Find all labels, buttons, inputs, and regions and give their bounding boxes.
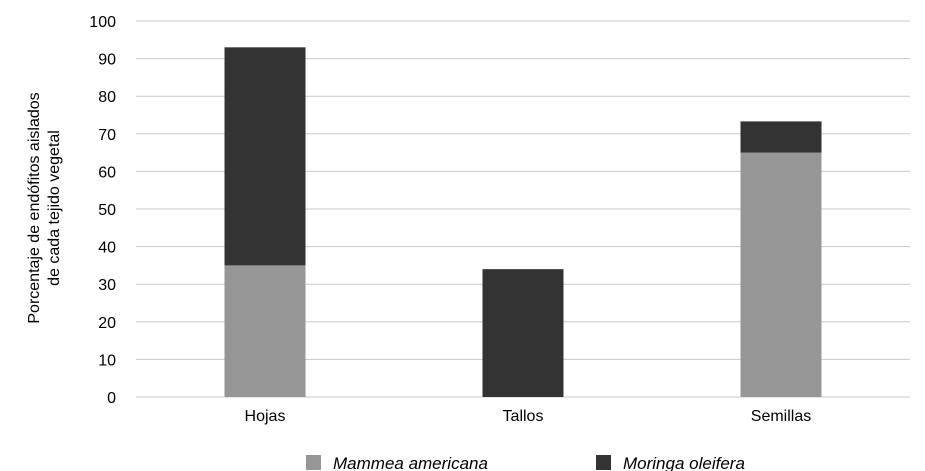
legend: Mammea americana Moringa oleifera xyxy=(306,454,745,471)
bar-semillas-mammea-americana xyxy=(740,152,822,397)
y-tick-label: 60 xyxy=(98,164,116,181)
y-tick-label: 90 xyxy=(98,52,116,69)
y-tick-label: 70 xyxy=(98,127,116,144)
y-axis-title-line-2: de cada tejido vegetal xyxy=(46,130,63,286)
legend-label: Mammea americana xyxy=(333,454,488,471)
y-tick-label: 100 xyxy=(89,14,116,31)
x-axis-ticks: Hojas Tallos Semillas xyxy=(245,408,812,425)
bar-tallos-moringa-oleifera xyxy=(482,269,564,397)
y-tick-label: 80 xyxy=(98,89,116,106)
y-tick-label: 0 xyxy=(107,390,116,407)
y-axis-title-line-1: Porcentaje de endófitos aislados xyxy=(26,92,43,323)
legend-swatch xyxy=(596,455,611,470)
legend-swatch xyxy=(306,455,321,470)
y-tick-label: 20 xyxy=(98,315,116,332)
y-tick-label: 30 xyxy=(98,277,116,294)
bar-hojas-mammea-americana xyxy=(224,265,306,397)
legend-label: Moringa oleifera xyxy=(623,454,745,471)
x-tick-label: Tallos xyxy=(503,408,544,425)
y-axis-ticks: 0 10 20 30 40 50 60 70 80 90 100 xyxy=(89,14,116,407)
y-tick-label: 50 xyxy=(98,202,116,219)
bars xyxy=(224,47,822,397)
y-tick-label: 40 xyxy=(98,240,116,257)
x-tick-label: Hojas xyxy=(245,408,286,425)
bar-semillas-moringa-oleifera xyxy=(740,121,822,153)
x-tick-label: Semillas xyxy=(751,408,811,425)
bar-hojas-moringa-oleifera xyxy=(224,47,306,266)
y-tick-label: 10 xyxy=(98,352,116,369)
